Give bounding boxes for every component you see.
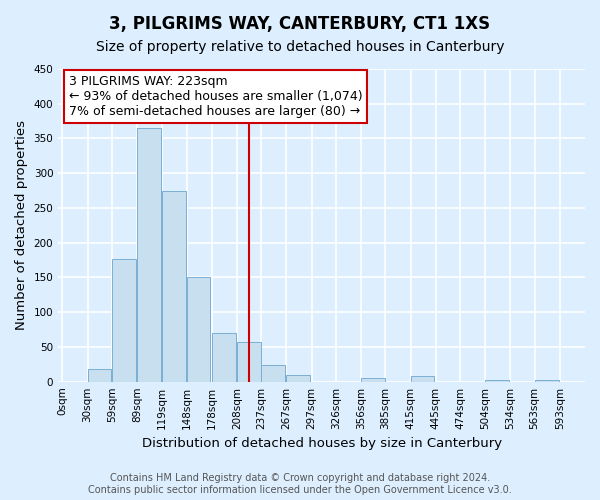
Bar xyxy=(535,380,559,382)
Bar xyxy=(112,260,136,382)
Text: 3 PILGRIMS WAY: 223sqm
← 93% of detached houses are smaller (1,074)
7% of semi-d: 3 PILGRIMS WAY: 223sqm ← 93% of detached… xyxy=(69,76,362,118)
Text: Contains HM Land Registry data © Crown copyright and database right 2024.
Contai: Contains HM Land Registry data © Crown c… xyxy=(88,474,512,495)
Bar xyxy=(410,376,434,382)
Bar xyxy=(237,342,261,382)
Y-axis label: Number of detached properties: Number of detached properties xyxy=(15,120,28,330)
Text: Size of property relative to detached houses in Canterbury: Size of property relative to detached ho… xyxy=(96,40,504,54)
Bar xyxy=(137,128,161,382)
Bar xyxy=(361,378,385,382)
Bar xyxy=(187,277,211,382)
Text: 3, PILGRIMS WAY, CANTERBURY, CT1 1XS: 3, PILGRIMS WAY, CANTERBURY, CT1 1XS xyxy=(109,15,491,33)
Bar xyxy=(88,369,112,382)
Bar xyxy=(261,365,285,382)
Bar xyxy=(212,333,236,382)
Bar xyxy=(162,190,186,382)
Bar xyxy=(485,380,509,382)
Bar xyxy=(286,374,310,382)
X-axis label: Distribution of detached houses by size in Canterbury: Distribution of detached houses by size … xyxy=(142,437,502,450)
